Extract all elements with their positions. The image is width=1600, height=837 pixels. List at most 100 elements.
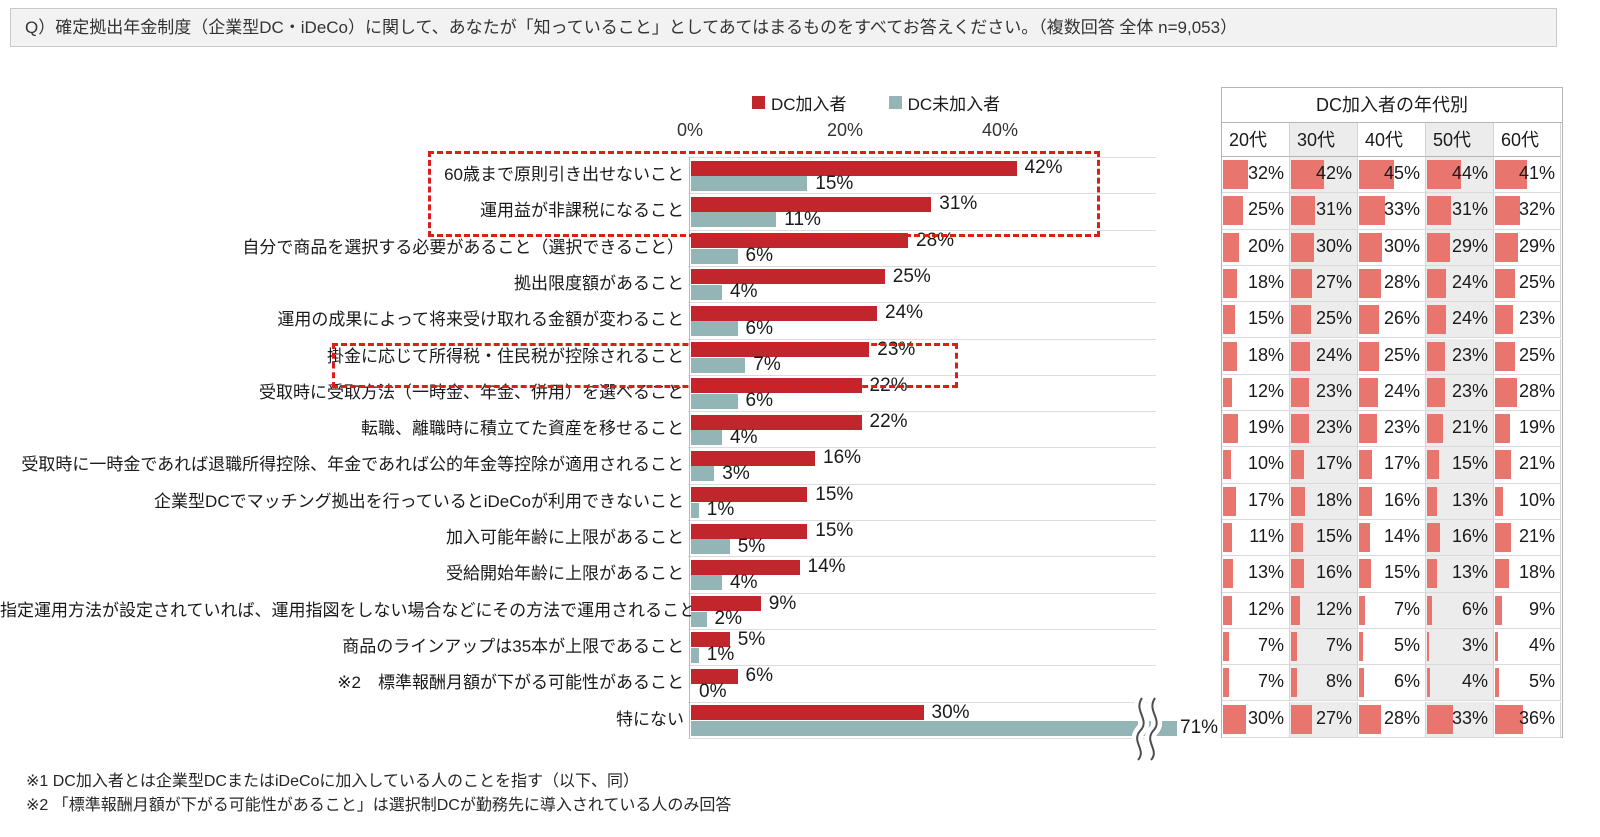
category-label: 掛金に応じて所得税・住民税が控除されること (327, 346, 684, 366)
age-cell-value: 27% (1315, 271, 1352, 292)
age-table-cell: 12% (1290, 592, 1358, 629)
age-cell-bar (1223, 595, 1233, 625)
age-cell-value: 23% (1451, 380, 1488, 401)
bar-dc-member (691, 523, 808, 539)
age-cell-value: 41% (1518, 163, 1555, 183)
age-cell-bar (1291, 196, 1316, 226)
age-cell-value: 23% (1451, 344, 1488, 365)
age-cell-value: 21% (1451, 417, 1488, 438)
age-cell-value: 23% (1518, 308, 1555, 329)
age-table-cell: 4% (1494, 628, 1561, 666)
age-cell-value: 21% (1518, 526, 1555, 546)
age-cell-bar (1359, 450, 1373, 480)
bar-dc-member (691, 160, 1017, 176)
age-cell-bar (1495, 486, 1503, 516)
age-cell-value: 24% (1451, 271, 1488, 292)
age-cell-bar (1291, 486, 1305, 516)
age-cell-bar (1291, 232, 1315, 262)
x-axis-tick-20: 20% (826, 120, 864, 140)
age-table-cell: 13% (1426, 556, 1494, 593)
age-cell-bar (1291, 523, 1303, 552)
axis-break-icon (1128, 694, 1164, 764)
age-cell-value: 18% (1247, 344, 1284, 365)
age-cell-bar (1223, 486, 1237, 516)
age-cell-value: 23% (1315, 417, 1352, 438)
age-cell-bar (1359, 160, 1395, 189)
age-table-cell: 17% (1222, 483, 1290, 520)
age-cell-bar (1291, 268, 1313, 298)
value-label-dc-nonmember: 4% (730, 281, 758, 303)
age-cell-bar (1223, 160, 1248, 189)
age-cell-bar (1427, 595, 1432, 625)
bar-dc-member (691, 487, 808, 503)
age-cell-value: 32% (1247, 163, 1284, 183)
age-table-cell: 33% (1358, 193, 1426, 230)
age-table-cell: 5% (1358, 628, 1426, 666)
chart-legend: DC加入者 DC未加入者 (752, 90, 1000, 115)
age-cell-bar (1427, 486, 1438, 516)
age-table-cell: 15% (1290, 520, 1358, 557)
age-cell-value: 25% (1518, 344, 1555, 365)
age-cell-bar (1291, 559, 1304, 589)
age-cell-bar (1223, 268, 1237, 298)
age-cell-bar (1223, 523, 1232, 552)
age-cell-bar (1495, 196, 1520, 226)
age-table-cell: 44% (1426, 157, 1494, 194)
age-cell-bar (1291, 414, 1309, 444)
row-separator-line (688, 193, 1156, 195)
age-table-cell: 29% (1426, 229, 1494, 266)
age-cell-bar (1223, 668, 1229, 698)
age-cell-bar (1359, 268, 1381, 298)
age-column-header: 20代 (1222, 123, 1290, 157)
age-cell-bar (1223, 232, 1239, 262)
age-cell-bar (1291, 595, 1301, 625)
bar-dc-member (691, 450, 815, 466)
age-cell-bar (1223, 414, 1238, 444)
bar-dc-nonmember (691, 357, 746, 373)
age-cell-value: 10% (1247, 453, 1284, 474)
value-label-dc-member: 9% (768, 592, 797, 614)
age-cell-value: 30% (1247, 707, 1284, 728)
age-cell-bar (1291, 704, 1313, 734)
footnote-1: ※1 DC加入者とは企業型DCまたはiDeCoに加入している人のことを指す（以下… (26, 773, 639, 790)
age-table-cell: 25% (1222, 193, 1290, 230)
age-table-cell: 13% (1222, 556, 1290, 593)
row-separator-line (688, 628, 1156, 630)
age-cell-value: 9% (1528, 598, 1555, 619)
age-cell-bar (1359, 559, 1371, 589)
age-column-header: 60代 (1494, 123, 1561, 157)
age-cell-value: 33% (1451, 707, 1488, 728)
value-label-dc-nonmember: 7% (753, 354, 781, 375)
row-separator-line (688, 265, 1156, 267)
value-label-dc-nonmember: 6% (745, 317, 773, 339)
age-table-cell: 28% (1358, 265, 1426, 303)
age-cell-bar (1427, 631, 1430, 661)
age-table-cell: 5% (1494, 665, 1561, 702)
age-cell-value: 17% (1315, 453, 1352, 474)
age-table-cell: 21% (1494, 520, 1561, 557)
age-cell-value: 5% (1393, 634, 1420, 655)
age-cell-value: 24% (1451, 308, 1488, 329)
age-table-cell: 16% (1426, 520, 1494, 557)
age-cell-value: 13% (1247, 562, 1284, 583)
x-axis-tick-0: 0% (676, 120, 703, 140)
category-label: 指定運用方法が設定されていれば、運用指図をしない場合などにその方法で運用されるこ… (0, 600, 697, 620)
age-table-cell: 28% (1358, 701, 1426, 738)
age-cell-bar (1427, 704, 1453, 734)
age-cell-value: 23% (1383, 417, 1420, 438)
bar-dc-nonmember (691, 321, 738, 337)
age-cell-bar (1427, 305, 1446, 335)
age-cell-value: 7% (1393, 598, 1420, 619)
age-cell-value: 15% (1247, 308, 1284, 329)
age-cell-value: 7% (1257, 634, 1284, 655)
age-cell-bar (1427, 160, 1462, 189)
age-cell-value: 31% (1315, 199, 1352, 220)
age-cell-bar (1291, 305, 1311, 335)
row-separator-line (688, 701, 1156, 703)
age-cell-bar (1359, 341, 1379, 371)
age-cell-bar (1495, 341, 1515, 371)
value-label-dc-nonmember: 0% (699, 680, 727, 702)
value-label-dc-member: 15% (815, 483, 854, 505)
age-table-cell: 13% (1426, 483, 1494, 520)
age-cell-value: 18% (1518, 562, 1555, 583)
